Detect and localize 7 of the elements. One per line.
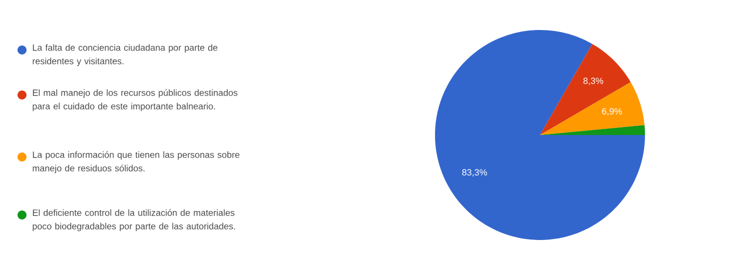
legend-label: La poca información que tienen las personas sobre manejo de residuos sólidos. — [32, 151, 240, 174]
legend-label: El mal manejo de los recursos públicos destinados para el cuidado de este importante balneario. — [32, 89, 238, 112]
legend-label: El deficiente control de la utilización de materiales poco biodegradables por parte de las autoridades. — [32, 209, 235, 232]
data-label: 83,3% — [462, 169, 487, 177]
data-label: 6,9% — [602, 108, 622, 116]
data-label: 8,3% — [583, 78, 604, 86]
legend-label: La falta de conciencia ciudadana por parte de residentes y visitantes. — [32, 44, 218, 66]
